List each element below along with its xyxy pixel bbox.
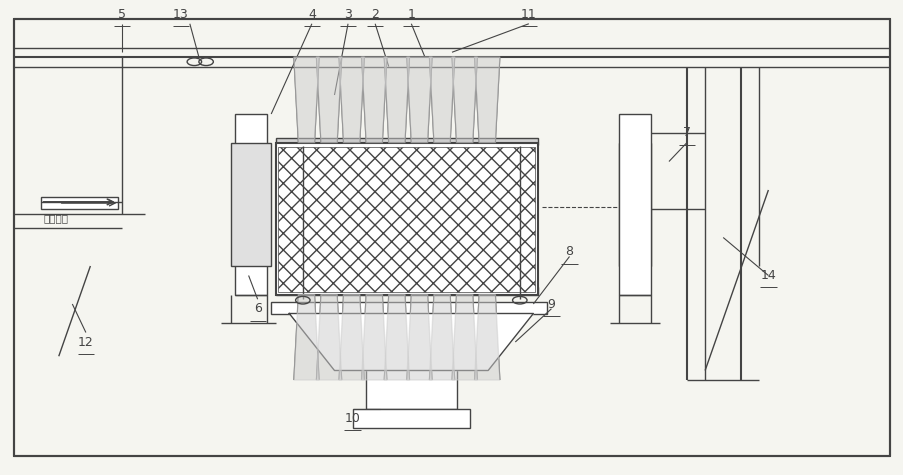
Polygon shape	[452, 294, 477, 380]
Bar	[275, 287, 537, 294]
Polygon shape	[316, 57, 341, 142]
Bar	[235, 114, 266, 294]
Bar	[271, 302, 546, 314]
Text: 6: 6	[254, 302, 261, 315]
Polygon shape	[293, 294, 319, 380]
Text: 9: 9	[547, 297, 554, 311]
Polygon shape	[406, 57, 432, 142]
Text: 10: 10	[344, 411, 360, 425]
Polygon shape	[474, 57, 499, 142]
Polygon shape	[429, 57, 454, 142]
Bar	[41, 197, 117, 209]
Text: 4: 4	[308, 8, 315, 21]
Polygon shape	[316, 294, 341, 380]
Text: 13: 13	[172, 8, 189, 21]
Polygon shape	[474, 294, 499, 380]
Polygon shape	[339, 294, 364, 380]
Text: 7: 7	[683, 126, 690, 140]
Polygon shape	[452, 57, 477, 142]
Bar	[278, 147, 535, 292]
Polygon shape	[289, 314, 533, 370]
Polygon shape	[406, 294, 432, 380]
Text: 12: 12	[78, 335, 94, 349]
Text: 14: 14	[759, 269, 776, 282]
Polygon shape	[384, 57, 409, 142]
Polygon shape	[339, 57, 364, 142]
Polygon shape	[384, 294, 409, 380]
Bar	[275, 138, 537, 145]
Bar	[230, 142, 271, 266]
Text: 5: 5	[118, 8, 126, 21]
Text: 2: 2	[371, 8, 378, 21]
Bar	[619, 114, 650, 294]
Text: 1: 1	[407, 8, 414, 21]
Polygon shape	[429, 294, 454, 380]
Polygon shape	[293, 57, 319, 142]
Polygon shape	[361, 294, 386, 380]
Text: 3: 3	[344, 8, 351, 21]
Polygon shape	[361, 57, 386, 142]
Text: 11: 11	[520, 8, 536, 21]
Bar	[275, 142, 537, 294]
Text: 8: 8	[565, 245, 573, 258]
Bar	[619, 142, 650, 266]
Bar	[366, 368, 456, 408]
Text: 装配方向: 装配方向	[43, 213, 69, 223]
Bar	[352, 408, 470, 428]
